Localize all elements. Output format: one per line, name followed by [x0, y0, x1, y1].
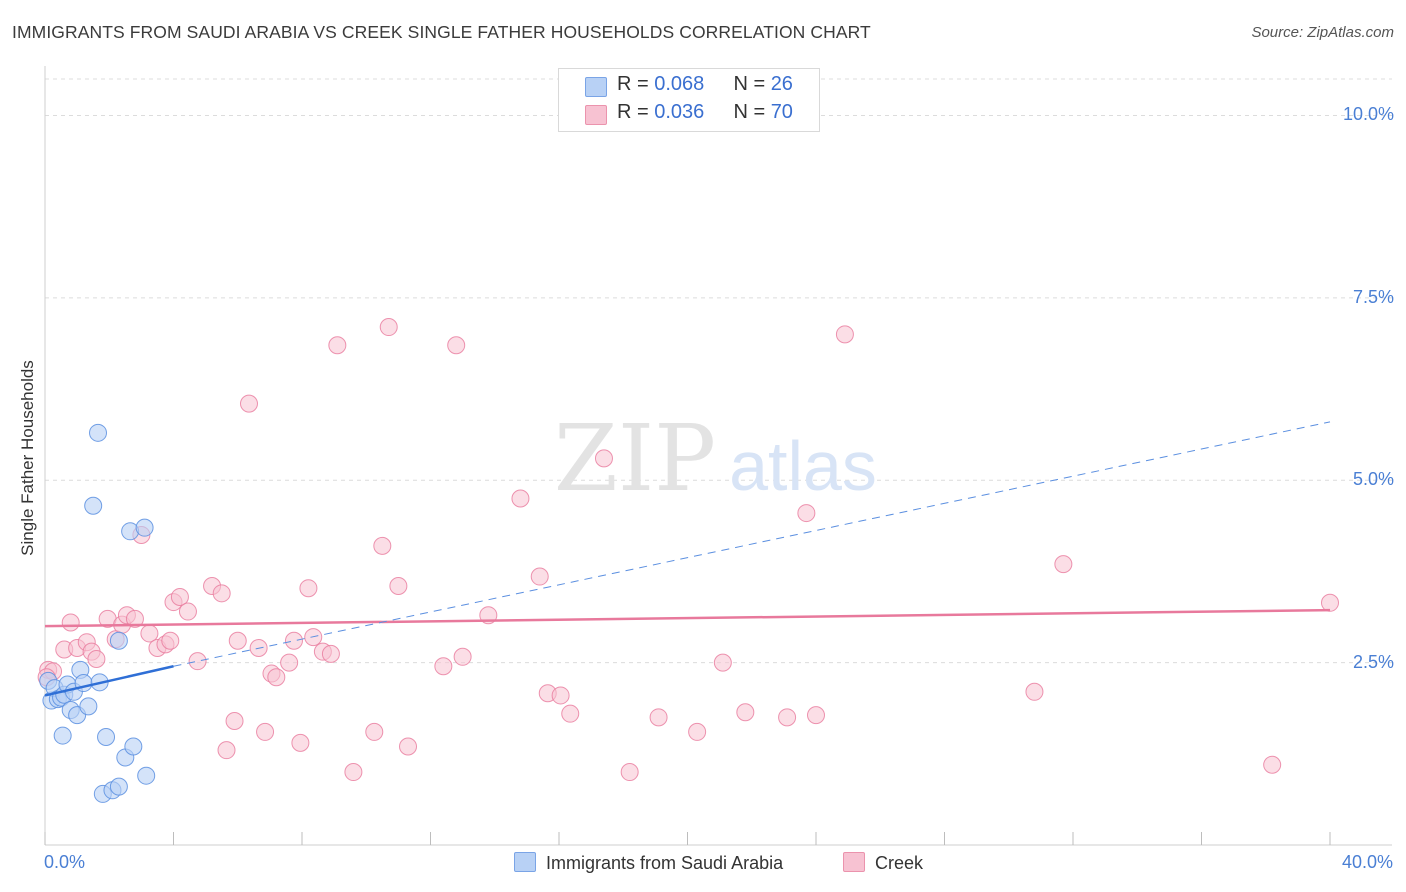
- creek-point-29: [256, 722, 275, 741]
- saudi-point-20: [109, 777, 128, 796]
- trend-lines: [44, 421, 1331, 697]
- watermark-atlas: atlas: [729, 427, 877, 505]
- creek-point-32: [280, 653, 299, 672]
- creek-point-43: [379, 318, 398, 337]
- y-tick-label-2: 7.5%: [1352, 286, 1394, 307]
- creek-point-19: [170, 587, 189, 606]
- creek-point-63: [807, 706, 825, 725]
- creek-point-35: [299, 579, 318, 598]
- creek-point-24: [217, 741, 236, 760]
- saudi-point-14: [84, 496, 103, 515]
- saudi-points: [39, 423, 156, 803]
- y-tick-label-0: 2.5%: [1352, 651, 1394, 672]
- bottom-legend-swatch-blue: [514, 852, 536, 872]
- creek-point-68: [1321, 593, 1339, 612]
- chart-title: IMMIGRANTS FROM SAUDI ARABIA VS CREEK SI…: [12, 22, 871, 42]
- creek-point-67: [1263, 755, 1282, 774]
- creek-point-61: [778, 708, 797, 727]
- creek-point-59: [713, 653, 732, 672]
- creek-point-56: [620, 763, 639, 782]
- creek-point-40: [344, 763, 363, 782]
- creek-point-54: [561, 704, 580, 723]
- creek-point-57: [649, 708, 668, 727]
- creek-point-21: [188, 652, 207, 671]
- creek-points: [37, 318, 1339, 782]
- saudi-trend-line: [44, 665, 174, 697]
- creek-point-58: [688, 722, 707, 741]
- creek-point-44: [389, 577, 408, 596]
- creek-point-26: [228, 631, 247, 650]
- saudi-point-26: [137, 766, 156, 785]
- creek-trend-line: [44, 608, 1331, 628]
- creek-point-46: [434, 657, 453, 676]
- bottom-legend-creek: Creek: [843, 852, 923, 874]
- creek-point-60: [736, 703, 755, 722]
- creek-point-45: [399, 737, 418, 756]
- axes: [44, 66, 1392, 846]
- creek-point-38: [321, 644, 340, 663]
- x-tick-min: 0.0%: [44, 852, 86, 872]
- creek-point-51: [530, 567, 549, 586]
- saudi-point-13: [79, 697, 98, 716]
- saudi-point-18: [97, 728, 116, 747]
- legend-row-saudi: R = 0.068 N = 26: [617, 73, 793, 95]
- creek-point-23: [212, 584, 231, 603]
- creek-point-39: [328, 336, 347, 355]
- saudi-point-24: [124, 737, 143, 756]
- creek-point-47: [447, 336, 466, 355]
- creek-point-17: [161, 631, 180, 650]
- saudi-point-15: [89, 423, 108, 442]
- creek-point-31: [267, 668, 286, 687]
- saudi-point-6: [53, 726, 72, 745]
- creek-point-33: [284, 631, 303, 650]
- saudi-trend-extension: [173, 421, 1331, 667]
- y-tick-label-3: 10.0%: [1342, 104, 1394, 125]
- creek-point-53: [551, 686, 570, 705]
- bottom-legend-saudi: Immigrants from Saudi Arabia: [514, 852, 783, 874]
- legend-swatch-blue: [585, 77, 607, 97]
- creek-point-7: [87, 649, 106, 668]
- creek-point-34: [291, 733, 310, 752]
- watermark: ZIP atlas: [554, 405, 877, 512]
- watermark-zip: ZIP: [554, 405, 716, 512]
- creek-point-42: [373, 536, 392, 555]
- creek-point-25: [225, 711, 244, 730]
- creek-point-64: [835, 325, 854, 344]
- source-label: Source: ZipAtlas.com: [1251, 24, 1394, 41]
- creek-point-65: [1025, 682, 1044, 701]
- creek-point-20: [178, 602, 197, 621]
- y-tick-label-1: 5.0%: [1352, 469, 1394, 490]
- x-tick-max: 40.0%: [1341, 852, 1393, 872]
- creek-point-41: [365, 722, 384, 741]
- legend-row-creek: R = 0.036 N = 70: [617, 101, 793, 123]
- bottom-legend-swatch-pink: [843, 852, 865, 872]
- creek-point-50: [511, 489, 530, 508]
- creek-point-27: [239, 394, 258, 413]
- gridlines: [45, 78, 1392, 664]
- creek-point-62: [797, 504, 816, 523]
- stats-legend: R = 0.068 N = 26 R = 0.036 N = 70: [558, 68, 820, 132]
- creek-point-12: [125, 609, 144, 628]
- saudi-point-21: [109, 631, 128, 650]
- saudi-point-25: [135, 518, 154, 537]
- legend-swatch-pink: [585, 105, 607, 125]
- creek-point-66: [1054, 555, 1073, 574]
- creek-point-48: [453, 647, 472, 666]
- creek-point-55: [594, 449, 613, 468]
- creek-point-3: [61, 613, 80, 632]
